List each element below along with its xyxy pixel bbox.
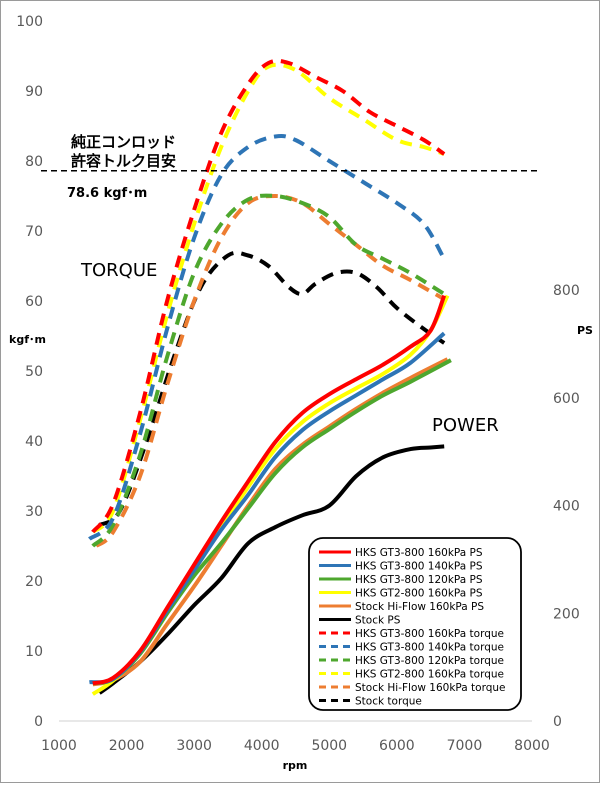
series-line-hks-gt3-800-120kpa-torque (91, 193, 446, 548)
series-line-hks-gt3-800-160kpa-ps (92, 294, 447, 686)
legend-label: HKS GT2-800 160kPa torque (355, 669, 504, 681)
legend-label: HKS GT2-800 160kPa PS (355, 588, 483, 600)
y-right-tick-label: 600 (553, 391, 580, 407)
x-tick-label: 3000 (176, 738, 212, 754)
y-left-tick-label: 40 (25, 434, 43, 450)
power-label: POWER (432, 415, 499, 436)
x-tick-label: 7000 (447, 738, 483, 754)
y-right-tick-label: 400 (553, 499, 580, 515)
limit-value-label: 78.6 kgf･m (67, 186, 147, 201)
chart-axes: 1000 2000 3000 4000 5000 6000 7000 800001020304… (9, 14, 593, 772)
y-right-tick-label: 800 (553, 283, 580, 299)
limit-label-line2: 許容トルク目安 (71, 152, 176, 170)
y-left-tick-label: 60 (25, 294, 43, 310)
x-tick-label: 6000 (379, 738, 415, 754)
legend-label: HKS GT3-800 140kPa torque (355, 642, 504, 654)
chart-curves (88, 58, 452, 696)
y-left-tick-label: 90 (25, 84, 43, 100)
legend-label: HKS GT3-800 120kPa torque (355, 655, 504, 667)
y-left-tick-label: 70 (25, 224, 43, 240)
chart-annotations: 純正コンロッド 許容トルク目安 78.6 kgf･m TORQUE POWER (41, 133, 541, 436)
legend-label: HKS GT3-800 160kPa torque (355, 628, 504, 640)
x-tick-label: 8000 (514, 738, 550, 754)
y-left-tick-label: 30 (25, 504, 43, 520)
legend-box (308, 537, 522, 711)
series-line-hks-gt3-800-140kpa-torque (88, 133, 446, 541)
y-left-tick-label: 20 (25, 574, 43, 590)
series-line-hks-gt3-800-160kpa-torque (91, 58, 446, 534)
x-tick-label: 1000 (41, 738, 77, 754)
series-line-stock-hi-flow-160kpa-ps (92, 357, 449, 687)
x-axis-title: rpm (283, 759, 308, 772)
chart-legend: HKS GT3-800 160kPa PS HKS GT3-800 140kPa … (308, 537, 522, 711)
legend-label: HKS GT3-800 160kPa PS (355, 547, 483, 559)
torque-label: TORQUE (80, 260, 157, 281)
y-right-tick-label: 0 (553, 714, 562, 730)
y-right-axis-title: PS (577, 324, 593, 337)
x-tick-label: 2000 (109, 738, 145, 754)
series-line-stock-hi-flow-160kpa-torque (94, 194, 449, 548)
x-tick-label: 4000 (244, 738, 280, 754)
legend-label: Stock torque (355, 696, 422, 708)
y-left-axis-title: kgf･m (9, 333, 46, 346)
legend-label: Stock Hi-Flow 160kPa torque (355, 682, 506, 694)
y-right-tick-label: 200 (553, 606, 580, 622)
legend-label: HKS GT3-800 140kPa PS (355, 561, 483, 573)
legend-label: Stock PS (355, 615, 401, 627)
series-line-stock-torque (98, 250, 446, 527)
y-left-tick-label: 80 (25, 154, 43, 170)
y-left-tick-label: 50 (25, 364, 43, 380)
y-left-tick-label: 100 (16, 14, 43, 30)
limit-label-line1: 純正コンロッド (71, 133, 176, 151)
y-left-tick-label: 10 (25, 644, 43, 660)
legend-label: HKS GT3-800 120kPa PS (355, 574, 483, 586)
y-left-tick-label: 0 (34, 714, 43, 730)
legend-label: Stock Hi-Flow 160kPa PS (355, 601, 484, 613)
x-tick-label: 5000 (311, 738, 347, 754)
